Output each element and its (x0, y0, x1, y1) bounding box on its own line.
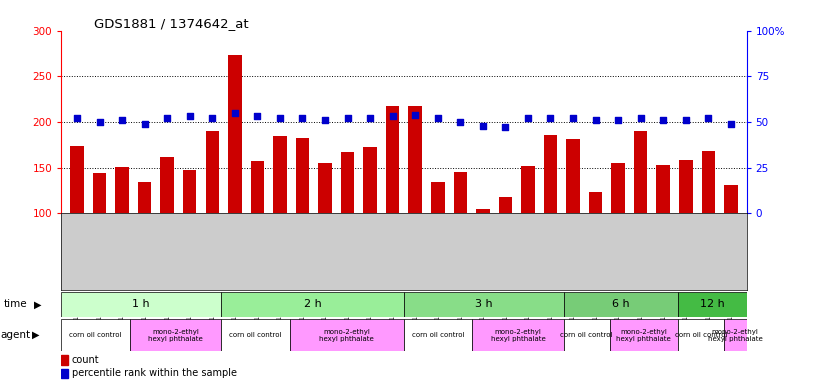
Point (183, 113, 196, 119)
Point (679, 117, 692, 123)
Text: 6 h: 6 h (612, 299, 630, 310)
Bar (221, 319, 290, 351)
Bar (656, 165, 670, 305)
Bar (206, 131, 219, 305)
Bar (138, 182, 152, 305)
Bar (273, 136, 286, 305)
Point (521, 115, 534, 121)
Bar (386, 106, 399, 305)
Text: ▶: ▶ (32, 330, 39, 340)
Text: corn oil control: corn oil control (69, 332, 122, 338)
Bar (221, 292, 404, 317)
Text: count: count (72, 355, 100, 365)
Bar (70, 146, 84, 305)
Bar (363, 147, 377, 305)
Point (386, 113, 399, 119)
Bar (724, 319, 747, 351)
Point (589, 117, 602, 123)
Text: corn oil control: corn oil control (561, 332, 613, 338)
Bar (61, 292, 221, 317)
Point (364, 115, 377, 121)
Bar (61, 369, 68, 378)
Text: mono-2-ethyl
hexyl phthalate: mono-2-ethyl hexyl phthalate (319, 329, 375, 341)
Point (273, 115, 286, 121)
Bar (589, 192, 602, 305)
Bar (404, 319, 472, 351)
Bar (61, 319, 130, 351)
Bar (130, 319, 221, 351)
Point (725, 121, 738, 127)
Bar (521, 166, 534, 305)
Text: GDS1881 / 1374642_at: GDS1881 / 1374642_at (94, 17, 248, 30)
Text: 1 h: 1 h (132, 299, 150, 310)
Point (206, 115, 219, 121)
Point (566, 115, 579, 121)
Bar (610, 319, 678, 351)
Bar (251, 161, 264, 305)
Text: time: time (4, 299, 28, 310)
Text: 2 h: 2 h (304, 299, 322, 310)
Bar (404, 292, 564, 317)
Bar (295, 138, 309, 305)
Bar (183, 170, 197, 305)
Text: mono-2-ethyl
hexyl phthalate: mono-2-ethyl hexyl phthalate (616, 329, 672, 341)
Bar (702, 151, 715, 305)
Point (634, 115, 647, 121)
Text: 12 h: 12 h (700, 299, 725, 310)
Bar (93, 173, 106, 305)
Bar (611, 163, 625, 305)
Point (454, 119, 467, 125)
Bar (564, 319, 610, 351)
Point (702, 115, 715, 121)
Bar (679, 160, 693, 305)
Point (138, 121, 151, 127)
Bar (564, 292, 678, 317)
Point (318, 117, 331, 123)
Bar (724, 185, 738, 305)
Bar (228, 55, 242, 305)
Point (70, 115, 83, 121)
Bar (341, 152, 354, 305)
Text: corn oil control: corn oil control (412, 332, 464, 338)
Bar (290, 319, 404, 351)
Point (93, 119, 106, 125)
Point (431, 115, 444, 121)
Bar (115, 167, 129, 305)
Text: corn oil control: corn oil control (229, 332, 282, 338)
Bar (499, 197, 512, 305)
Point (499, 124, 512, 131)
Text: mono-2-ethyl
hexyl phthalate: mono-2-ethyl hexyl phthalate (148, 329, 203, 341)
Bar (566, 139, 580, 305)
Bar (543, 135, 557, 305)
Bar (161, 157, 174, 305)
Point (228, 110, 242, 116)
Text: 3 h: 3 h (475, 299, 493, 310)
Bar (678, 319, 724, 351)
Bar (472, 319, 564, 351)
Bar (678, 292, 747, 317)
Point (341, 115, 354, 121)
Bar (318, 163, 332, 305)
Point (251, 113, 264, 119)
Text: agent: agent (1, 330, 31, 340)
Bar (454, 172, 467, 305)
Bar (61, 355, 68, 364)
Text: mono-2-ethyl
hexyl phthalate: mono-2-ethyl hexyl phthalate (490, 329, 546, 341)
Bar (634, 131, 647, 305)
Point (544, 115, 557, 121)
Point (409, 112, 422, 118)
Text: corn oil control: corn oil control (675, 332, 727, 338)
Text: ▶: ▶ (34, 299, 42, 310)
Text: percentile rank within the sample: percentile rank within the sample (72, 368, 237, 379)
Point (657, 117, 670, 123)
Text: mono-2-ethyl
hexyl phthalate: mono-2-ethyl hexyl phthalate (707, 329, 763, 341)
Bar (476, 209, 490, 305)
Point (296, 115, 309, 121)
Bar (431, 182, 445, 305)
Point (611, 117, 624, 123)
Point (477, 122, 490, 129)
Point (161, 115, 174, 121)
Point (116, 117, 129, 123)
Bar (409, 106, 422, 305)
